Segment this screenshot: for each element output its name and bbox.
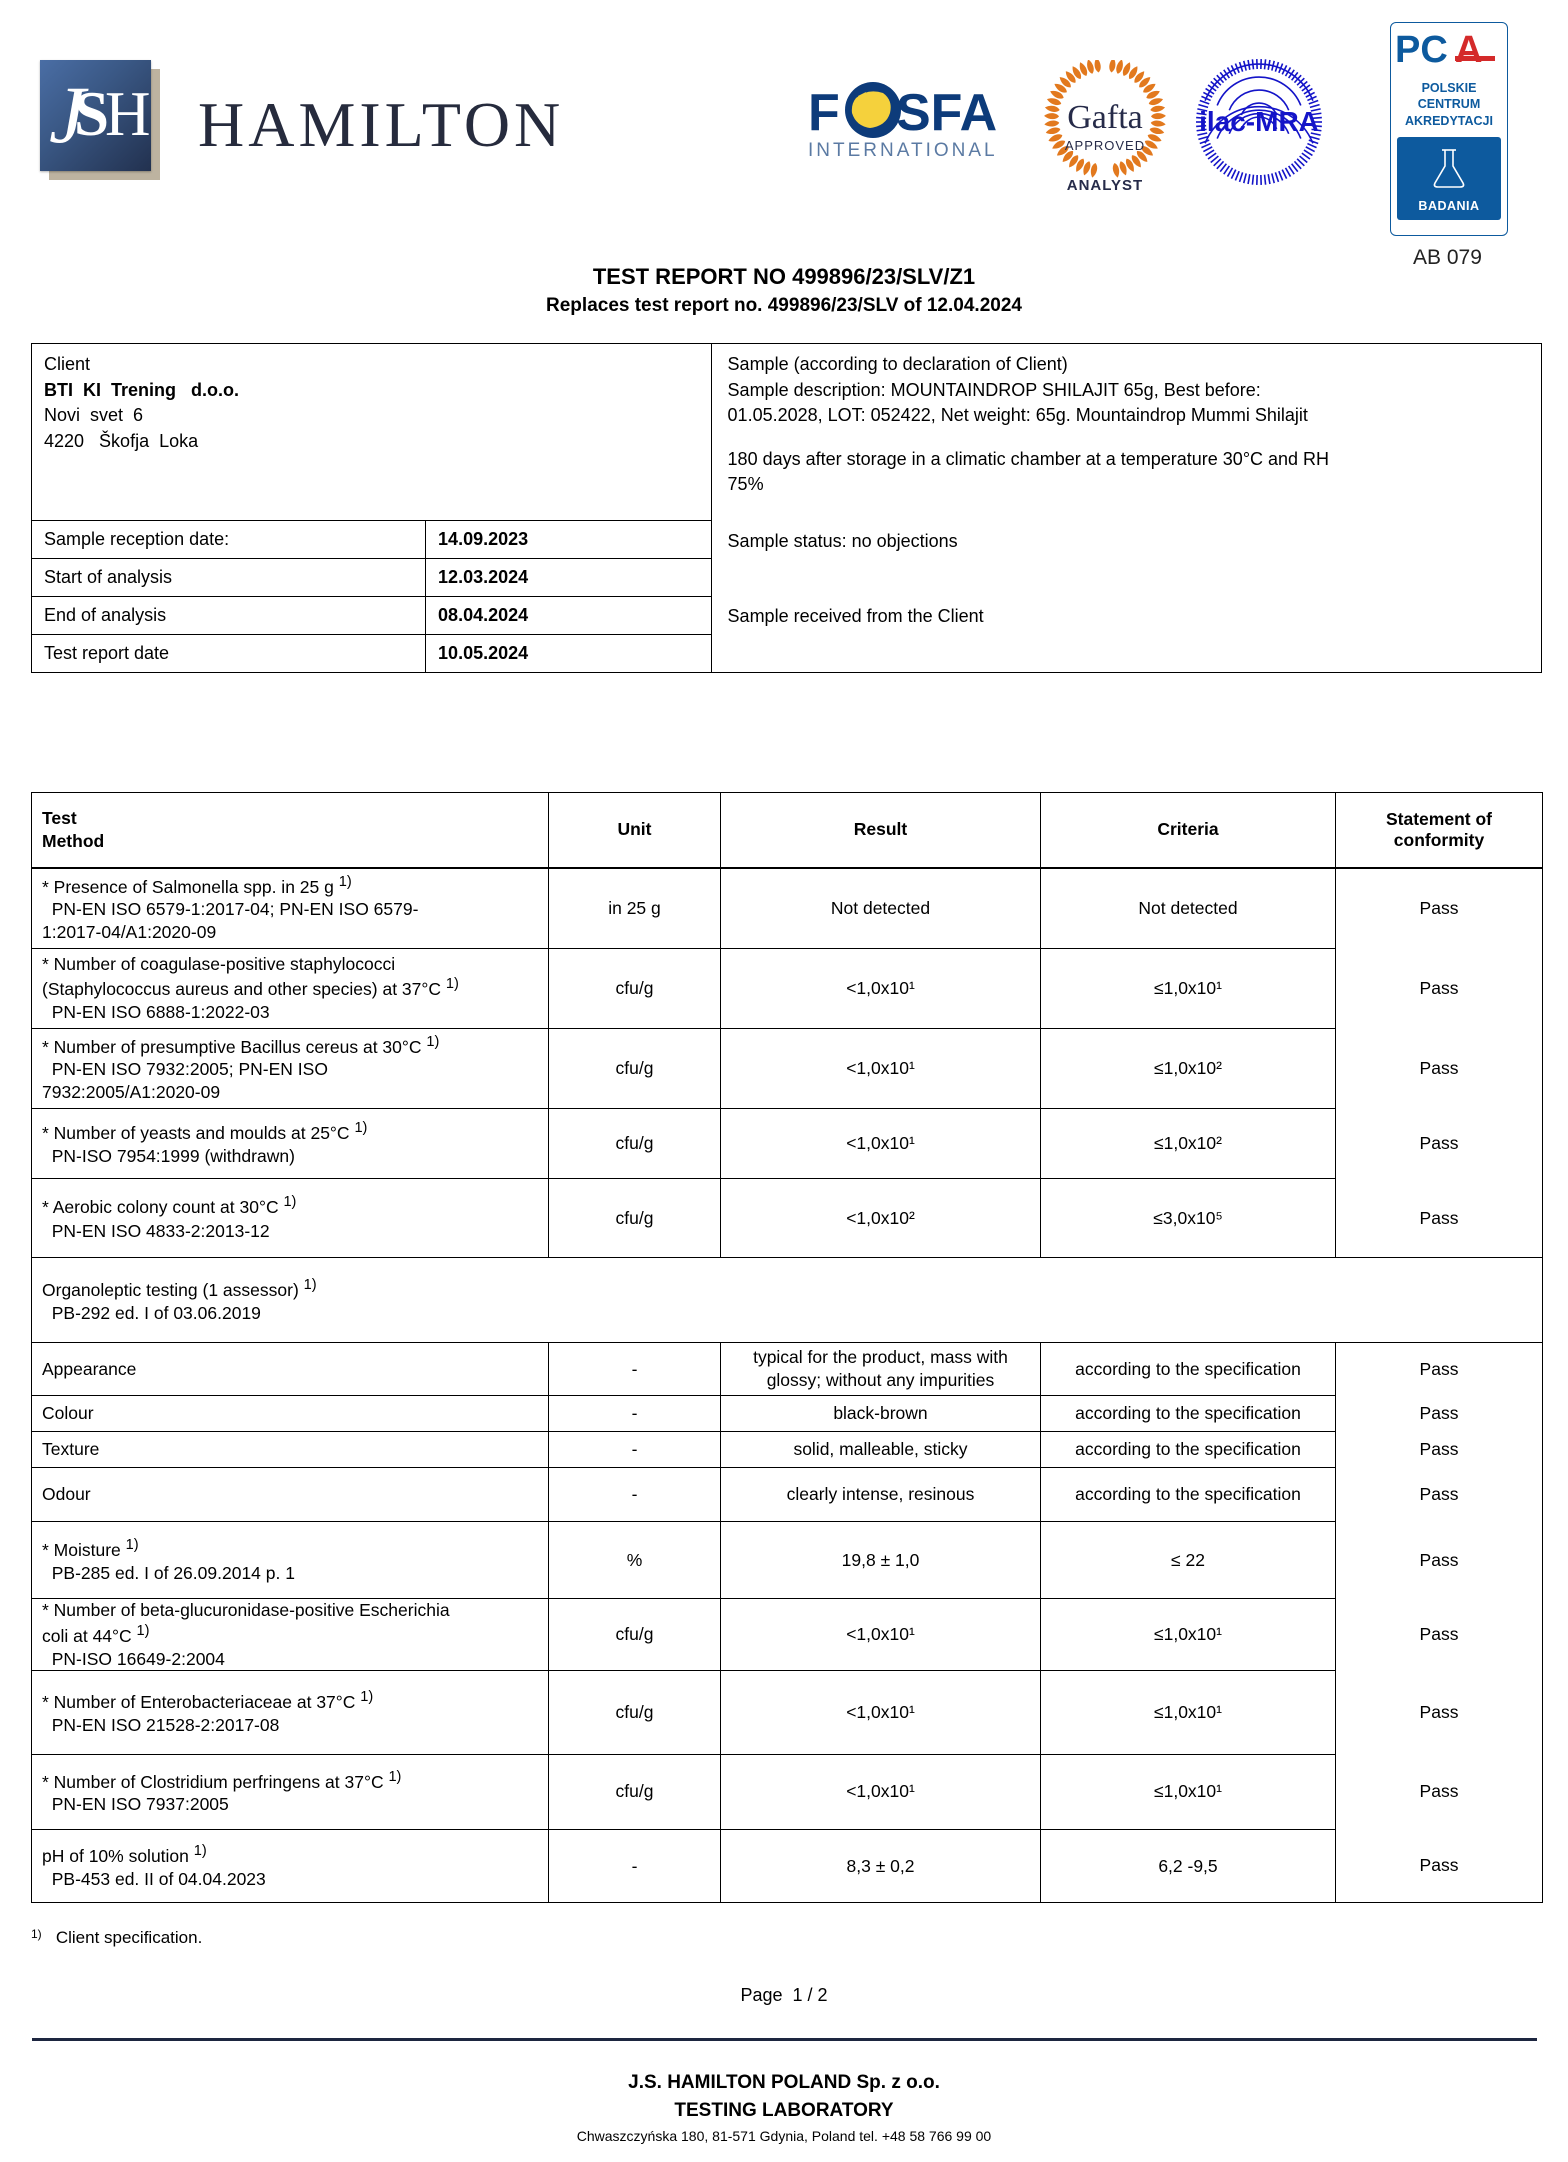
svg-text:F: F: [808, 84, 840, 142]
svg-text:A: A: [1455, 29, 1482, 71]
svg-text:SFA: SFA: [896, 84, 997, 142]
svg-text:INTERNATIONAL: INTERNATIONAL: [808, 140, 998, 161]
svg-text:S: S: [74, 79, 109, 149]
svg-text:ilac-MRA: ilac-MRA: [1199, 106, 1319, 137]
svg-text:APPROVED: APPROVED: [1065, 138, 1145, 153]
svg-text:ANALYST: ANALYST: [1067, 177, 1143, 194]
svg-text:PC: PC: [1397, 29, 1448, 71]
svg-text:H: H: [105, 79, 151, 149]
svg-text:Gafta: Gafta: [1067, 99, 1143, 136]
